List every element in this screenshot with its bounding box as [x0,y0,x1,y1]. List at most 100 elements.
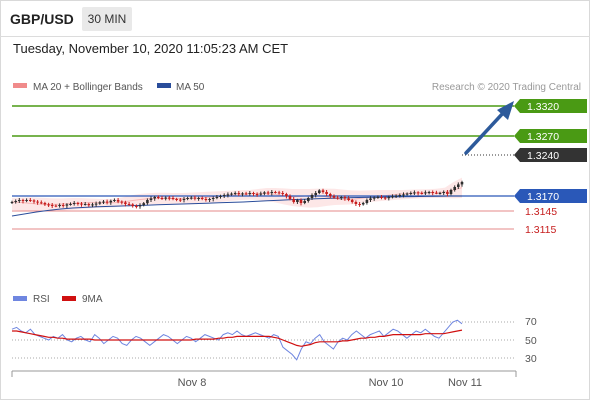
candlestick-series [10,180,464,209]
price-label-last-bg [514,148,587,162]
candle-body [25,200,28,201]
legend-ma50: MA 50 [176,82,205,93]
candle-body [157,197,160,198]
price-label-resistance-bg [514,129,587,143]
forecast-arrow-head [497,101,514,120]
rsi-tick-50: 50 [525,335,537,347]
candle-body [274,192,277,193]
candle-body [149,198,153,200]
candle-body [14,201,17,202]
candle-body [131,204,134,206]
candle-body [347,198,350,200]
instrument-title: GBP/USD [10,11,74,27]
candle-body [175,199,178,200]
candle-body [413,192,416,194]
ma50-line [11,195,462,217]
candle-body [405,193,409,195]
header: GBP/USD 30 MIN [0,0,590,36]
legend-ma20: MA 20 + Bollinger Bands [33,82,143,93]
rsi-tick-30: 30 [525,353,537,365]
candle-body [69,204,72,205]
candle-body [318,190,321,193]
candle-body [171,198,175,199]
candle-body [237,193,241,194]
candle-body [54,205,58,207]
candle-body [255,194,259,195]
candle-body [219,196,222,197]
candle-body [168,197,171,199]
legend-swatch-9ma [62,296,76,301]
candle-body [380,197,383,198]
candle-body [358,204,361,205]
x-tick-nov8: Nov 8 [178,377,207,389]
candle-body [303,201,306,203]
candle-body [226,194,230,196]
candle-body [186,198,189,199]
candle-body [402,194,405,196]
price-label-pivot-bg [514,189,587,203]
x-tick-nov10: Nov 10 [369,377,404,389]
candle-body [288,196,292,199]
candle-body [277,192,281,194]
candle-body [87,204,91,206]
candle-body [215,197,219,198]
candle-body [190,197,193,199]
rsi-tick-70: 70 [525,316,537,328]
candle-body [138,205,142,207]
candle-body [427,192,431,193]
candle-body [361,203,365,205]
candle-body [76,203,80,204]
copyright-text: Research © 2020 Trading Central [432,82,581,93]
candle-body [135,206,138,207]
candle-body [109,200,113,203]
candle-body [193,197,197,199]
candle-body [142,203,145,206]
candle-body [457,184,460,187]
candle-body [208,199,211,200]
candle-body [32,200,36,202]
candle-body [383,197,387,199]
candle-body [263,192,266,194]
candle-body [314,193,317,195]
candle-body [164,197,167,199]
candle-body [343,197,347,199]
candle-body [449,190,453,194]
candle-body [460,182,464,185]
candle-body [72,203,76,204]
candle-body [153,197,156,199]
price-label-last: 1.3240 [527,150,559,162]
candle-body [230,193,233,195]
timeframe-button[interactable]: 30 MIN [82,7,132,31]
candle-body [270,192,274,193]
candle-body [50,205,54,206]
candle-body [332,196,336,198]
candle-body [435,192,438,194]
legend-9ma: 9MA [82,294,103,305]
candle-body [179,199,182,201]
candle-body [102,201,105,203]
candle-body [340,197,343,198]
candle-body [182,199,186,200]
candle-body [336,197,339,199]
rsi-line [11,319,463,361]
candle-body [98,202,102,204]
candle-body [40,202,43,204]
candle-body [113,200,116,201]
candle-body [369,198,372,200]
candle-body [160,198,164,199]
legend-swatch-ma20 [13,83,27,88]
legend-rsi: RSI [33,294,50,305]
candle-body [146,200,149,204]
candle-body [252,193,255,194]
candle-body [354,202,358,204]
candle-body [259,193,263,195]
candle-body [446,192,449,194]
candle-body [424,192,427,194]
price-label-resistance: 1.3270 [527,131,559,143]
candle-body [244,193,248,195]
candle-body [83,204,87,205]
candle-body [197,198,200,199]
candle-body [58,205,61,206]
candle-body [420,193,424,194]
